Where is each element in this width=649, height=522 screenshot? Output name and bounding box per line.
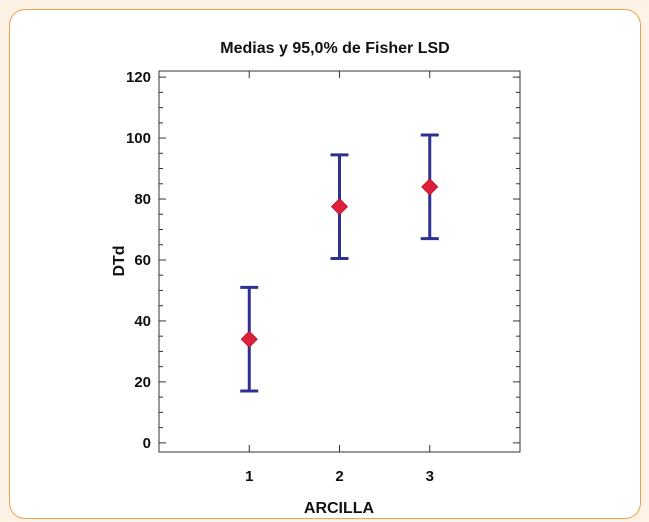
x-axis: 1 2 3 [245,71,434,485]
y-tick-label: 0 [143,435,151,452]
y-axis: 0 20 40 60 80 100 120 [126,69,520,452]
y-tick-label: 80 [134,191,151,208]
chart-frame: Medias y 95,0% de Fisher LSD 0 20 40 60 80 10… [9,9,641,519]
y-tick-label: 120 [126,69,151,86]
y-axis-label: DTd [111,245,128,276]
y-tick-label: 100 [126,130,151,147]
y-tick-label: 40 [134,313,151,330]
data-marks [240,133,439,393]
x-tick-label: 1 [245,468,253,485]
y-tick-label: 20 [134,374,151,391]
chart-title: Medias y 95,0% de Fisher LSD [220,40,449,57]
x-tick-label: 2 [335,468,343,485]
mean-marker-3 [421,178,439,196]
x-axis-label: ARCILLA [304,500,375,517]
mean-marker-1 [240,330,258,348]
x-tick-label: 3 [426,468,434,485]
chart: Medias y 95,0% de Fisher LSD 02040608010… [111,40,521,517]
plot-area [158,70,521,453]
y-tick-label: 60 [134,252,151,269]
mean-marker-2 [330,198,349,216]
